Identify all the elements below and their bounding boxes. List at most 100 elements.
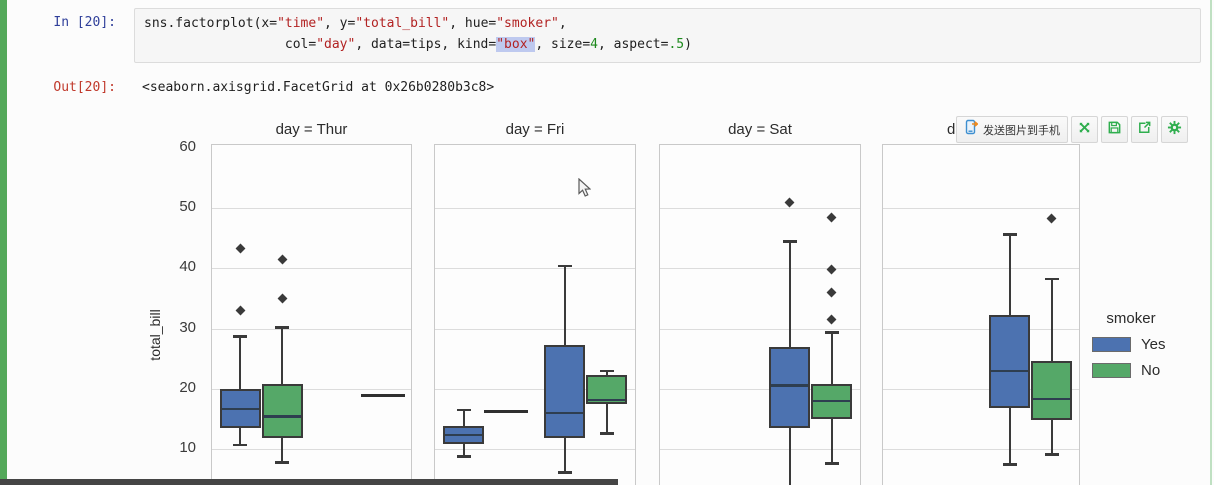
gridline <box>883 208 1079 210</box>
code-token: ) <box>684 37 692 52</box>
save-icon <box>1107 120 1122 140</box>
legend: smoker Yes No <box>1088 310 1174 379</box>
cross-arrows-button[interactable] <box>1071 116 1098 143</box>
gridline <box>660 268 860 270</box>
whisker-cap <box>782 240 797 243</box>
gridline <box>660 208 860 210</box>
whisker-cap <box>1002 463 1017 466</box>
code-token: , hue= <box>449 16 497 31</box>
phone-send-icon <box>964 119 979 140</box>
facet-title: day = Fri <box>505 121 565 138</box>
whisker-cap <box>824 462 839 465</box>
y-tick-label: 30 <box>179 318 196 336</box>
gridline <box>212 388 411 390</box>
whisker-cap <box>456 408 471 412</box>
legend-entry-yes: Yes <box>1088 336 1174 353</box>
gear-icon <box>1167 120 1182 140</box>
gridline <box>435 208 635 210</box>
median-line <box>1033 397 1070 401</box>
facet-title: day = Thur <box>275 121 348 138</box>
whisker-cap <box>557 471 572 474</box>
median-line <box>221 407 259 411</box>
send-to-phone-button[interactable]: 发送图片到手机 <box>956 116 1068 143</box>
median-line <box>546 411 583 415</box>
y-tick-label: 20 <box>179 378 196 396</box>
gridline <box>883 449 1079 450</box>
whisker-cap <box>557 264 572 268</box>
export-icon <box>1137 120 1152 140</box>
code-token: , aspect= <box>597 37 669 52</box>
median-line <box>771 384 808 387</box>
whisker-cap <box>599 369 614 373</box>
gridline <box>435 328 635 330</box>
legend-title: smoker <box>1106 310 1156 327</box>
code-token: col= <box>144 37 317 52</box>
code-token: "smoker" <box>496 16 559 31</box>
whisker-cap <box>599 432 614 435</box>
code-cell[interactable]: sns.factorplot(x="time", y="total_bill",… <box>134 8 1201 63</box>
whisker-cap <box>275 326 290 329</box>
output-prompt: Out[20]: <box>53 80 116 95</box>
y-tick-label: 40 <box>179 258 196 276</box>
whisker-cap <box>1044 277 1059 281</box>
legend-label: Yes <box>1141 336 1166 353</box>
median-line <box>445 433 482 437</box>
code-token: "total_bill" <box>355 16 450 31</box>
code-token: , <box>558 16 567 31</box>
legend-entry-no: No <box>1088 362 1174 379</box>
settings-button[interactable] <box>1161 116 1188 143</box>
export-button[interactable] <box>1131 116 1158 143</box>
single-observation-line <box>483 410 528 414</box>
code-token: .5 <box>668 37 685 52</box>
median-line <box>813 399 850 403</box>
code-token: , size= <box>535 37 591 52</box>
gridline <box>883 268 1079 270</box>
code-token: "day" <box>316 37 356 52</box>
whisker-cap <box>1002 233 1017 236</box>
box-iqr <box>989 314 1030 409</box>
gridline <box>212 208 411 210</box>
box-iqr <box>1031 360 1072 420</box>
input-prompt: In [20]: <box>53 15 116 30</box>
code-token: 4 <box>590 37 598 52</box>
gridline <box>435 449 635 450</box>
whisker-cap <box>824 331 839 334</box>
gridline <box>883 328 1079 330</box>
code-line: col="day", data=tips, kind="box", size=4… <box>144 36 692 53</box>
gridline <box>435 388 635 390</box>
output-text: <seaborn.axisgrid.FacetGrid at 0x26b0280… <box>142 80 495 95</box>
box-iqr <box>261 383 303 438</box>
legend-swatch-yes <box>1092 337 1131 352</box>
code-token: sns.factorplot(x= <box>144 16 278 31</box>
legend-swatch-no <box>1092 363 1131 378</box>
capture-border-left <box>0 0 7 479</box>
screenshot-toolbar: 发送图片到手机 <box>956 116 1188 143</box>
y-tick-label: 50 <box>179 198 196 216</box>
gridline <box>660 328 860 330</box>
gridline <box>212 268 411 270</box>
code-token: "time" <box>277 16 325 31</box>
facet-plot <box>882 144 1080 485</box>
box-iqr <box>769 347 810 429</box>
whisker-cap <box>275 461 290 464</box>
whisker-cap <box>1044 453 1059 456</box>
whisker-cap <box>456 455 471 458</box>
y-tick-label: 60 <box>179 138 196 155</box>
facet-plot <box>211 144 412 485</box>
gridline <box>660 388 860 390</box>
code-token: , data=tips, kind= <box>355 37 497 52</box>
bottom-window-edge <box>0 479 618 485</box>
mouse-cursor <box>578 177 592 202</box>
cross-arrows-icon <box>1077 120 1092 140</box>
gridline <box>883 388 1079 390</box>
send-to-phone-label: 发送图片到手机 <box>983 124 1060 137</box>
median-line <box>588 398 625 402</box>
median-line <box>263 415 301 418</box>
legend-label: No <box>1141 362 1161 379</box>
gridline <box>660 449 860 450</box>
code-line: sns.factorplot(x="time", y="total_bill",… <box>144 15 567 32</box>
save-button[interactable] <box>1101 116 1128 143</box>
gridline <box>212 449 411 450</box>
code-token: , y= <box>324 16 356 31</box>
